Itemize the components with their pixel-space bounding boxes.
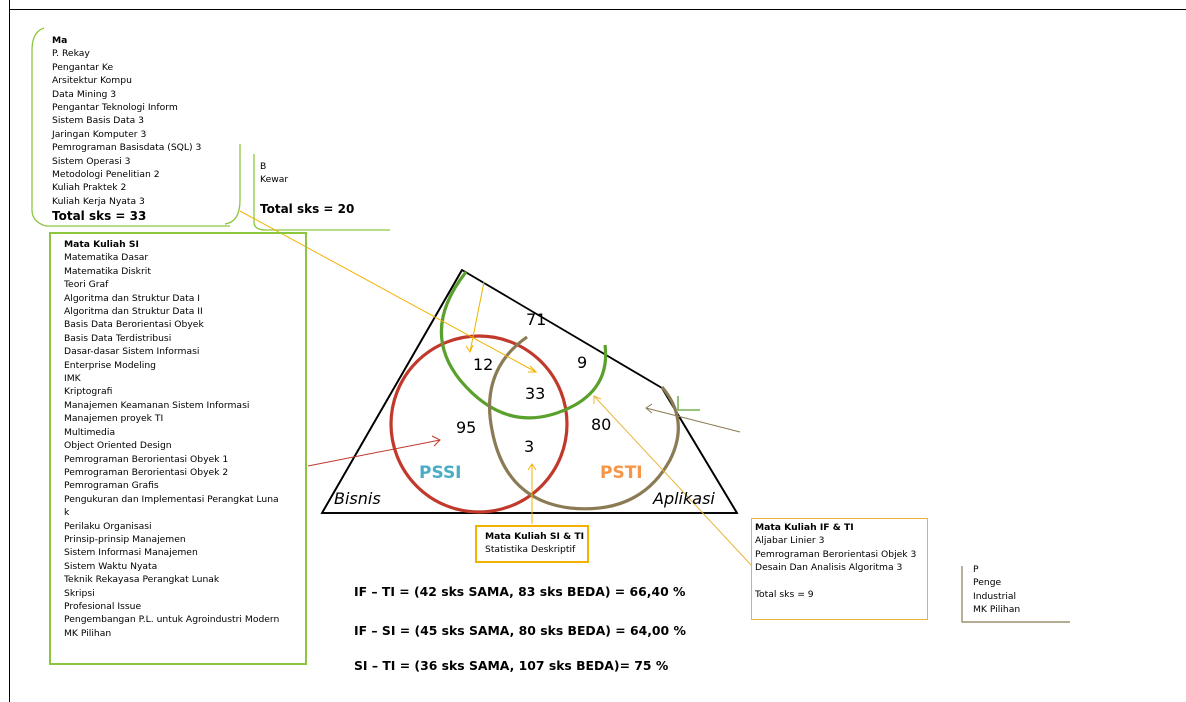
list-item: Desain Dan Analisis Algoritma 3: [755, 562, 903, 574]
top-list-title: Ma: [52, 35, 68, 46]
psti-label: PSTI: [600, 463, 643, 483]
venn-number-green-red: 12: [473, 355, 494, 374]
list-item: Algoritma dan Struktur Data I: [64, 292, 200, 304]
list-item: Jaringan Komputer 3: [52, 128, 147, 140]
list-item: Basis Data Berorientasi Obyek: [64, 319, 204, 331]
venn-number-brown-only: 80: [591, 415, 612, 434]
list-item: Manajemen Keamanan Sistem Informasi: [64, 399, 250, 411]
top-list-bracket-right: [224, 144, 241, 225]
connector-right: [645, 407, 741, 433]
list-item: Kuliah Praktek 2: [52, 182, 127, 194]
list-item: Pemrograman Berorientasi Objek 3: [755, 548, 917, 560]
venn-number-red-only: 95: [456, 418, 477, 437]
list-item: Teknik Rekayasa Perangkat Lunak: [64, 574, 220, 586]
venn-number-red-brown: 3: [524, 437, 535, 456]
list-item: Matematika Dasar: [64, 252, 149, 264]
list-item: Prinsip-prinsip Manajemen: [64, 533, 186, 545]
right-course-list: P Penge Industrial MK Pilihan: [973, 563, 1020, 617]
si-ti-box: Mata Kuliah SI & TI Statistika Deskripti…: [475, 525, 589, 563]
green-arc: [439, 271, 608, 420]
connector-si: [307, 439, 441, 467]
list-item: Teori Graf: [64, 279, 109, 291]
list-item: Pengantar Teknologi Inform: [52, 102, 178, 114]
list-item: Pengembangan P.L. untuk Agroindustri Mod…: [64, 614, 280, 626]
si-ti-box-title: Mata Kuliah SI & TI: [485, 531, 584, 542]
connector-top-list: [239, 210, 537, 373]
list-item: Kriptografi: [64, 386, 113, 398]
list-item: Pemrograman Grafis: [64, 480, 159, 492]
list-item: Sistem Informasi Manajemen: [64, 547, 198, 559]
list-item: Data Mining 3: [52, 88, 117, 100]
list-item: IMK: [64, 373, 81, 385]
list-item: Pengukuran dan Implementasi Perangkat Lu…: [64, 493, 279, 505]
venn-number-center: 33: [525, 384, 546, 403]
list-item: Enterprise Modeling: [64, 359, 156, 371]
top-list-total: Total sks = 33: [52, 209, 147, 223]
if-ti-box-title: Mata Kuliah IF & TI: [755, 522, 854, 533]
pssi-label: PSSI: [419, 463, 462, 483]
list-item: Algoritma dan Struktur Data II: [64, 306, 203, 318]
right-list-bracket: [961, 566, 1070, 623]
list-item: Penge: [973, 577, 1002, 589]
top-list-bracket: [31, 27, 230, 227]
if-ti-box: Mata Kuliah IF & TI Aljabar Linier 3 Pem…: [751, 518, 928, 620]
list-item: Sistem Operasi 3: [52, 155, 131, 167]
list-item: Aljabar Linier 3: [755, 535, 825, 547]
venn-number-green-brown: 9: [577, 353, 588, 372]
list-item: Metodologi Penelitian 2: [52, 169, 160, 181]
top-course-list: Ma P. Rekay Pengantar Ke Arsitektur Komp…: [52, 34, 201, 208]
si-course-box: Mata Kuliah SI Matematika Dasar Matemati…: [49, 232, 307, 665]
if-ti-box-total: Total sks = 9: [755, 588, 814, 600]
list-item: Pemrograman Berorientasi Obyek 2: [64, 466, 229, 478]
list-item: Kuliah Kerja Nyata 3: [52, 195, 145, 207]
corner-label-aplikasi: Aplikasi: [653, 489, 715, 508]
list-item: Pengantar Ke: [52, 61, 114, 73]
list-item: Arsitektur Kompu: [52, 75, 132, 87]
percentage-if-si: IF – SI = (45 sks SAMA, 80 sks BEDA) = 6…: [354, 623, 686, 638]
list-item: P: [973, 564, 979, 575]
bisnis-list-total: Total sks = 20: [260, 202, 355, 216]
list-item: k: [64, 507, 70, 519]
list-item: Matematika Diskrit: [64, 265, 151, 277]
corner-label-bisnis: Bisnis: [334, 489, 381, 508]
percentage-si-ti: SI – TI = (36 sks SAMA, 107 sks BEDA)= 7…: [354, 658, 669, 673]
bisnis-course-list: B Kewar: [260, 160, 288, 187]
list-item: Dasar-dasar Sistem Informasi: [64, 346, 200, 358]
green-tick-mark: [677, 396, 700, 411]
list-item: Statistika Deskriptif: [485, 544, 576, 556]
list-item: P. Rekay: [52, 48, 90, 60]
list-item: Sistem Basis Data 3: [52, 115, 144, 127]
percentage-if-ti: IF – TI = (42 sks SAMA, 83 sks BEDA) = 6…: [354, 584, 686, 599]
brown-arc: [487, 335, 680, 511]
connector-if-ti: [593, 395, 753, 567]
list-item: Pemrograman Berorientasi Obyek 1: [64, 453, 229, 465]
list-item: Perilaku Organisasi: [64, 520, 152, 532]
pssi-circle: [389, 334, 569, 514]
list-item: Skripsi: [64, 587, 95, 599]
list-item: B: [260, 161, 267, 172]
list-item: MK Pilihan: [64, 627, 112, 639]
list-item: Industrial: [973, 590, 1017, 602]
list-item: Profesional Issue: [64, 600, 142, 612]
list-item: MK Pilihan: [973, 604, 1021, 616]
si-box-title: Mata Kuliah SI: [64, 239, 139, 250]
bisnis-bracket: [253, 154, 390, 231]
list-item: Manajemen proyek TI: [64, 413, 164, 425]
venn-number-top: 71: [526, 310, 547, 329]
list-item: Sistem Waktu Nyata: [64, 560, 158, 572]
list-item: Kewar: [260, 174, 289, 186]
list-item: Object Oriented Design: [64, 440, 172, 452]
list-item: Multimedia: [64, 426, 116, 438]
frame-top-border: [9, 9, 1186, 10]
list-item: Basis Data Terdistribusi: [64, 332, 172, 344]
list-item: Pemrograman Basisdata (SQL) 3: [52, 142, 202, 154]
frame-left-border: [9, 0, 10, 702]
triangle-left-side: [321, 269, 463, 514]
connector-top: [469, 281, 485, 353]
